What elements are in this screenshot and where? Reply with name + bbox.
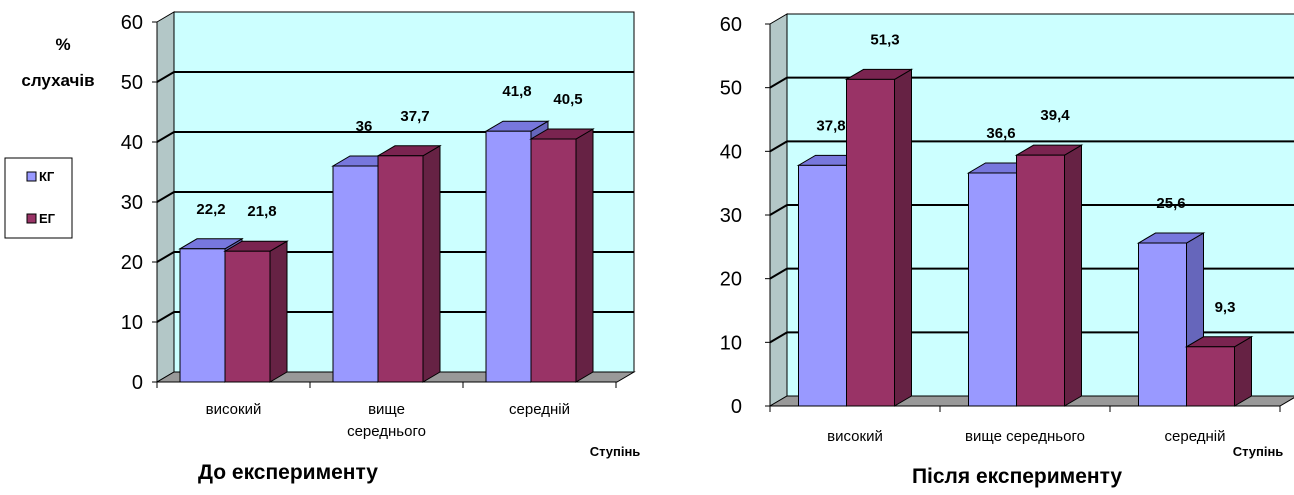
y-tick-label: 0 <box>132 372 143 394</box>
x-category-label: високий <box>206 401 262 418</box>
data-label-eg: 39,4 <box>1040 107 1070 124</box>
bar-kg <box>332 165 379 383</box>
y-tick-label: 50 <box>720 78 742 100</box>
gridline <box>156 251 634 263</box>
bar-eg <box>846 78 895 407</box>
data-label-eg: 51,3 <box>870 31 899 48</box>
bar-eg <box>530 138 577 383</box>
y-tick-label: 40 <box>121 132 143 154</box>
x-category-label: середній <box>1165 428 1226 445</box>
bar-eg <box>224 250 271 383</box>
bar-side-eg <box>269 240 288 383</box>
x-category-label: вище середнього <box>965 428 1085 445</box>
gridline <box>156 311 634 323</box>
data-label-eg: 40,5 <box>553 91 582 108</box>
x-category-label: вище <box>368 401 405 418</box>
bar-side-eg <box>422 144 441 383</box>
bar-kg <box>1138 242 1187 407</box>
bar-kg <box>968 172 1017 407</box>
y-tick-label: 0 <box>731 396 742 418</box>
bar-kg <box>798 164 847 407</box>
y-tick-label: 30 <box>121 192 143 214</box>
bar-eg <box>1186 346 1235 407</box>
chart-title: До експерименту <box>198 461 378 484</box>
y-tick-label: 10 <box>121 312 143 334</box>
gridline <box>156 71 634 83</box>
legend-box <box>4 157 73 239</box>
gridline <box>769 267 1294 280</box>
x-category-label: середній <box>509 401 570 418</box>
bar-kg <box>485 130 532 383</box>
y-tick-label: 20 <box>720 269 742 291</box>
legend-swatch-eg <box>26 213 37 224</box>
data-label-kg: 36,6 <box>986 125 1015 142</box>
bar-side-eg <box>894 68 912 407</box>
y-tick-label: 20 <box>121 252 143 274</box>
y-tick-label: 30 <box>720 205 742 227</box>
gridline <box>769 140 1294 153</box>
data-label-kg: 25,6 <box>1156 195 1185 212</box>
y-tick-label: 10 <box>720 332 742 354</box>
gridline <box>769 331 1294 344</box>
y-tick-label: 40 <box>720 141 742 163</box>
x-axis-title: Ступінь <box>590 444 641 459</box>
bar-side-eg <box>1064 144 1082 407</box>
data-label-kg: 22,2 <box>196 201 225 218</box>
gridline <box>769 76 1294 89</box>
data-label-eg: 21,8 <box>247 203 276 220</box>
data-label-eg: 37,7 <box>400 108 429 125</box>
y-tick-label: 50 <box>121 72 143 94</box>
bar-side-eg <box>1234 335 1252 407</box>
bar-eg <box>1016 154 1065 407</box>
data-label-kg: 36 <box>356 118 373 135</box>
legend-label: КГ <box>39 169 55 184</box>
gridline <box>769 204 1294 216</box>
y-axis-title: % <box>55 35 70 54</box>
y-tick-label: 60 <box>121 12 143 34</box>
x-axis-title: Ступінь <box>1233 444 1284 459</box>
bar-eg <box>377 155 424 383</box>
gridline <box>156 191 634 203</box>
y-axis-title: слухачів <box>21 71 94 90</box>
bar-side-eg <box>575 128 594 383</box>
x-category-label: середнього <box>347 423 426 440</box>
legend-swatch-kg <box>26 171 37 182</box>
bar-kg <box>179 248 226 383</box>
y-tick-label: 60 <box>720 14 742 36</box>
chart-title: Після експерименту <box>912 465 1122 488</box>
gridline <box>156 131 634 143</box>
legend-label: ЕГ <box>39 211 56 226</box>
x-category-label: високий <box>827 428 883 445</box>
data-label-kg: 41,8 <box>502 83 531 100</box>
data-label-kg: 37,8 <box>816 117 845 134</box>
data-label-eg: 9,3 <box>1215 299 1236 316</box>
